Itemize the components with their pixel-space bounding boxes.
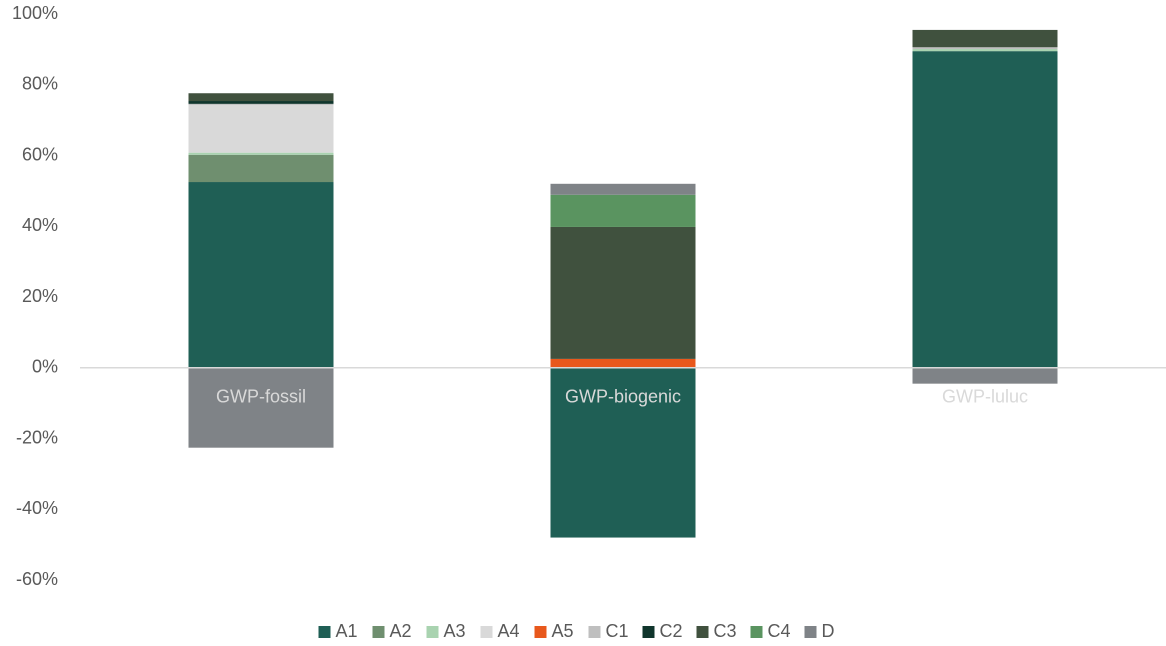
- legend-label: A4: [498, 621, 520, 641]
- legend-label: C2: [660, 621, 683, 641]
- x-tick-label: GWP-luluc: [942, 387, 1028, 407]
- legend-swatch: [372, 626, 385, 638]
- legend-label: A1: [336, 621, 358, 641]
- bar-segment: [912, 29, 1058, 48]
- legend-swatch: [588, 626, 601, 638]
- bar-segment: [550, 358, 696, 368]
- x-tick-label: GWP-fossil: [216, 387, 306, 407]
- bar-segment: [188, 367, 334, 448]
- bar-segment: [912, 367, 1058, 384]
- bar-segment: [550, 226, 696, 359]
- legend-swatch: [642, 626, 655, 638]
- y-tick-label: 80%: [22, 74, 58, 94]
- y-tick-label: 60%: [22, 144, 58, 164]
- legend-swatch: [480, 626, 493, 638]
- y-tick-label: 100%: [12, 3, 58, 23]
- legend-swatch: [534, 626, 547, 638]
- bar-segment: [550, 183, 696, 195]
- bar-segment: [188, 104, 334, 153]
- legend-swatch: [804, 626, 817, 638]
- y-tick-label: -60%: [16, 569, 58, 589]
- bar-segment: [550, 194, 696, 227]
- legend-label: C4: [768, 621, 791, 641]
- legend-label: C3: [714, 621, 737, 641]
- bar-segment: [188, 93, 334, 102]
- y-tick-label: -20%: [16, 427, 58, 447]
- legend-label: A3: [444, 621, 466, 641]
- legend-label: A5: [552, 621, 574, 641]
- legend-label: A2: [390, 621, 412, 641]
- x-tick-label: GWP-biogenic: [565, 387, 681, 407]
- bar-segment: [188, 152, 334, 155]
- bar-segment: [188, 103, 334, 105]
- bar-segment: [188, 182, 334, 368]
- bar-segment: [188, 101, 334, 104]
- bar-segment: [912, 51, 1058, 368]
- bar-segment: [188, 154, 334, 183]
- y-tick-label: 40%: [22, 215, 58, 235]
- bar-segment: [912, 47, 1058, 50]
- legend-swatch: [426, 626, 439, 638]
- legend-label: D: [822, 621, 835, 641]
- y-tick-label: 0%: [32, 357, 58, 377]
- legend-swatch: [696, 626, 709, 638]
- y-tick-label: 20%: [22, 286, 58, 306]
- legend-label: C1: [606, 621, 629, 641]
- y-tick-label: -40%: [16, 498, 58, 518]
- bar-segment: [550, 367, 696, 538]
- legend-swatch: [318, 626, 331, 638]
- bar-segment: [912, 49, 1058, 52]
- legend-swatch: [750, 626, 763, 638]
